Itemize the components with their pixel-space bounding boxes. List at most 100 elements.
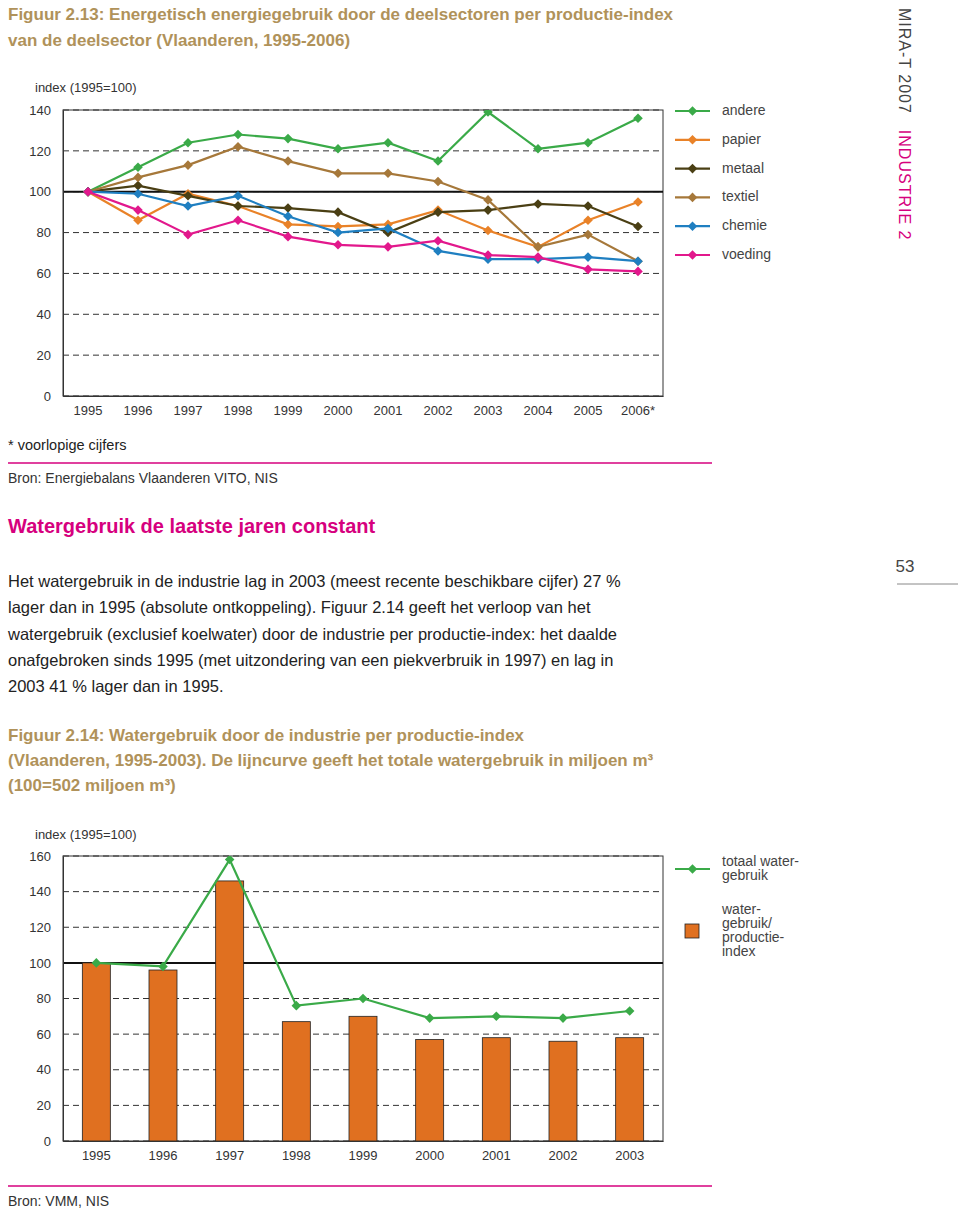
y-tick: 120 bbox=[29, 144, 63, 159]
marker bbox=[83, 187, 93, 197]
x-tick-label: 1997 bbox=[174, 403, 203, 418]
marker bbox=[133, 162, 143, 172]
y-tick: 80 bbox=[37, 991, 63, 1006]
y-tick-label: 20 bbox=[37, 348, 51, 363]
x-tick: 2000 bbox=[324, 396, 353, 418]
marker bbox=[83, 187, 93, 197]
chart: Figuur 2.13: Energetisch energiegebruik … bbox=[8, 5, 771, 486]
x-tick: 1995 bbox=[74, 396, 103, 418]
marker bbox=[425, 1013, 435, 1023]
y-axis-label: index (1995=100) bbox=[35, 827, 137, 842]
legend: anderepapiermetaaltextielchemievoeding bbox=[675, 102, 771, 262]
y-tick: 0 bbox=[44, 1134, 63, 1149]
marker bbox=[483, 195, 493, 205]
bar bbox=[216, 881, 244, 1141]
x-tick: 1998 bbox=[282, 1141, 311, 1163]
grid-line bbox=[63, 962, 663, 963]
y-axis-line bbox=[63, 111, 64, 397]
y-tick: 120 bbox=[29, 920, 63, 935]
y-tick-label: 140 bbox=[29, 103, 51, 118]
legend-item: water-gebruik/productie-index bbox=[685, 901, 785, 959]
y-tick-label: 0 bbox=[44, 1134, 51, 1149]
y-axis-line bbox=[63, 857, 64, 1142]
x-tick-label: 2001 bbox=[374, 403, 403, 418]
x-tick: 1999 bbox=[349, 1141, 378, 1163]
page-canvas: MIRA-T 2007INDUSTRIE 253Watergebruik de … bbox=[0, 0, 960, 1209]
paragraph-line: 2003 41 % lager dan in 1995. bbox=[8, 677, 224, 695]
x-tick: 1997 bbox=[174, 396, 203, 418]
legend-marker bbox=[688, 250, 698, 260]
marker bbox=[183, 201, 193, 211]
page-number: 53 bbox=[896, 557, 915, 576]
series-line bbox=[96, 860, 629, 1019]
grid-line bbox=[63, 150, 663, 151]
legend-swatch bbox=[685, 924, 699, 938]
reference-line bbox=[63, 191, 663, 193]
marker bbox=[483, 250, 493, 260]
paragraph-line: onafgebroken sinds 1995 (met uitzonderin… bbox=[8, 651, 613, 669]
x-tick-label: 2003 bbox=[474, 403, 503, 418]
x-tick-label: 2006* bbox=[621, 403, 655, 418]
marker bbox=[583, 252, 593, 262]
marker bbox=[383, 224, 393, 234]
y-tick: 140 bbox=[29, 884, 63, 899]
plot-frame bbox=[63, 110, 663, 396]
x-tick: 1999 bbox=[274, 396, 303, 418]
marker bbox=[333, 144, 343, 154]
marker bbox=[333, 169, 343, 179]
marker bbox=[633, 197, 643, 207]
marker bbox=[633, 256, 643, 266]
x-tick-label: 1996 bbox=[149, 1148, 178, 1163]
marker bbox=[533, 242, 543, 252]
marker bbox=[83, 187, 93, 197]
marker bbox=[492, 1012, 502, 1022]
marker bbox=[283, 211, 293, 221]
marker bbox=[283, 220, 293, 230]
legend-item: totaal water-gebruik bbox=[675, 853, 799, 883]
legend-label: totaal water-gebruik bbox=[722, 853, 799, 883]
marker bbox=[433, 236, 443, 246]
x-tick: 2003 bbox=[474, 396, 503, 418]
x-tick: 2005 bbox=[574, 396, 603, 418]
x-tick-label: 1998 bbox=[282, 1148, 311, 1163]
plot-marks bbox=[82, 856, 643, 1141]
x-tick-label: 1998 bbox=[224, 403, 253, 418]
y-tick: 20 bbox=[37, 348, 63, 363]
side-section: INDUSTRIE 2 bbox=[896, 130, 913, 241]
chart-title: Figuur 2.13: Energetisch energiegebruik … bbox=[8, 5, 674, 24]
marker bbox=[333, 207, 343, 217]
series-line bbox=[88, 192, 638, 272]
x-tick: 1997 bbox=[215, 1141, 244, 1163]
y-tick-label: 0 bbox=[44, 389, 51, 404]
y-tick: 20 bbox=[37, 1098, 63, 1113]
marker bbox=[183, 138, 193, 148]
x-tick-label: 2000 bbox=[324, 403, 353, 418]
marker bbox=[583, 138, 593, 148]
y-tick: 100 bbox=[29, 184, 63, 199]
marker bbox=[158, 962, 168, 972]
marker bbox=[233, 201, 243, 211]
marker bbox=[333, 240, 343, 250]
series-line bbox=[88, 192, 638, 247]
page-texts: MIRA-T 2007INDUSTRIE 253Watergebruik de … bbox=[7, 8, 958, 695]
y-tick: 80 bbox=[37, 225, 63, 240]
x-tick: 2001 bbox=[374, 396, 403, 418]
paragraph-line: watergebruik (exclusief koelwater) door … bbox=[7, 625, 617, 643]
x-tick-label: 2000 bbox=[415, 1148, 444, 1163]
y-tick: 40 bbox=[37, 307, 63, 322]
legend-marker bbox=[688, 106, 698, 116]
marker bbox=[533, 199, 543, 209]
marker bbox=[283, 134, 293, 144]
x-axis: 199519961997199819992000200120022003 bbox=[64, 1141, 664, 1163]
chart: Figuur 2.14: Watergebruik door de indust… bbox=[8, 726, 799, 1209]
marker bbox=[633, 267, 643, 277]
marker bbox=[233, 216, 243, 226]
marker bbox=[333, 228, 343, 238]
bar bbox=[482, 1038, 510, 1141]
bar bbox=[349, 1016, 377, 1141]
x-tick-label: 1995 bbox=[82, 1148, 111, 1163]
section-heading: Watergebruik de laatste jaren constant bbox=[8, 515, 375, 537]
grid-line bbox=[63, 314, 663, 315]
marker bbox=[283, 156, 293, 166]
x-tick-label: 2004 bbox=[524, 403, 553, 418]
